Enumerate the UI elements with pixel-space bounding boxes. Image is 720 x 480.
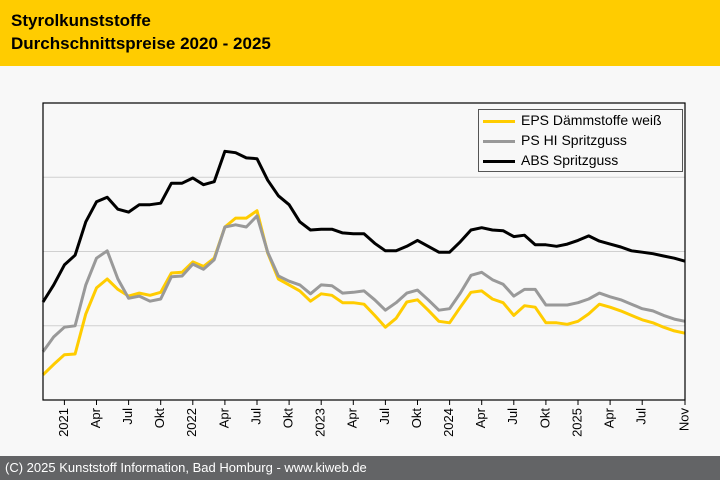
x-tick-label: Jul	[634, 408, 649, 425]
x-tick-label: Apr	[345, 407, 360, 428]
legend-label-ps-hi: PS HI Spritzguss	[521, 132, 627, 148]
chart-header: Styrolkunststoffe Durchschnittspreise 20…	[0, 0, 720, 66]
x-tick-label: Jul	[377, 408, 392, 425]
x-tick-label: Apr	[602, 407, 617, 428]
series-line-ps-hi-spritzguss	[41, 214, 686, 353]
x-tick-label: Nov	[676, 408, 691, 432]
legend-swatch-abs	[483, 160, 515, 163]
x-tick-label: Apr	[473, 407, 488, 428]
x-tick-label: 2022	[184, 408, 199, 437]
x-tick-label: Okt	[281, 408, 296, 429]
plot-frame	[42, 102, 686, 401]
x-tick-label: 2025	[569, 408, 584, 437]
x-tick-label: Okt	[152, 408, 167, 429]
legend-item-abs: ABS Spritzguss	[479, 151, 682, 171]
x-tick-label: 2021	[56, 408, 71, 437]
footer: (C) 2025 Kunststoff Information, Bad Hom…	[0, 456, 720, 480]
x-tick-label: 2023	[313, 408, 328, 437]
chart-title: Styrolkunststoffe	[11, 11, 151, 30]
x-tick-label: Apr	[216, 407, 231, 428]
x-tick-label: Apr	[88, 407, 103, 428]
legend-swatch-ps-hi	[483, 140, 515, 143]
chart-subtitle: Durchschnittspreise 2020 - 2025	[11, 34, 271, 53]
legend-label-abs: ABS Spritzguss	[521, 152, 619, 168]
legend-label-eps: EPS Dämmstoffe weiß	[521, 112, 662, 128]
x-tick-label: Jul	[120, 408, 135, 425]
legend-item-ps-hi: PS HI Spritzguss	[479, 131, 682, 151]
series-line-eps-daemmstoffe-weiss	[41, 209, 686, 376]
x-tick-label: 2024	[441, 408, 456, 437]
legend-swatch-eps	[483, 120, 515, 123]
x-tick-label: Jul	[248, 408, 263, 425]
chart-legend: EPS Dämmstoffe weiß PS HI Spritzguss ABS…	[478, 109, 683, 172]
x-tick-label: Jul	[505, 408, 520, 425]
copyright-text: (C) 2025 Kunststoff Information, Bad Hom…	[5, 460, 367, 475]
series-line-abs-spritzguss	[41, 149, 686, 303]
x-tick-label: Okt	[409, 408, 424, 429]
line-chart: 2021 Apr Jul Okt 2022 Apr Jul Okt 2023 Apr Jul Okt 2…	[41, 102, 691, 437]
x-tick-label: Okt	[537, 408, 552, 429]
legend-item-eps: EPS Dämmstoffe weiß	[479, 111, 682, 131]
